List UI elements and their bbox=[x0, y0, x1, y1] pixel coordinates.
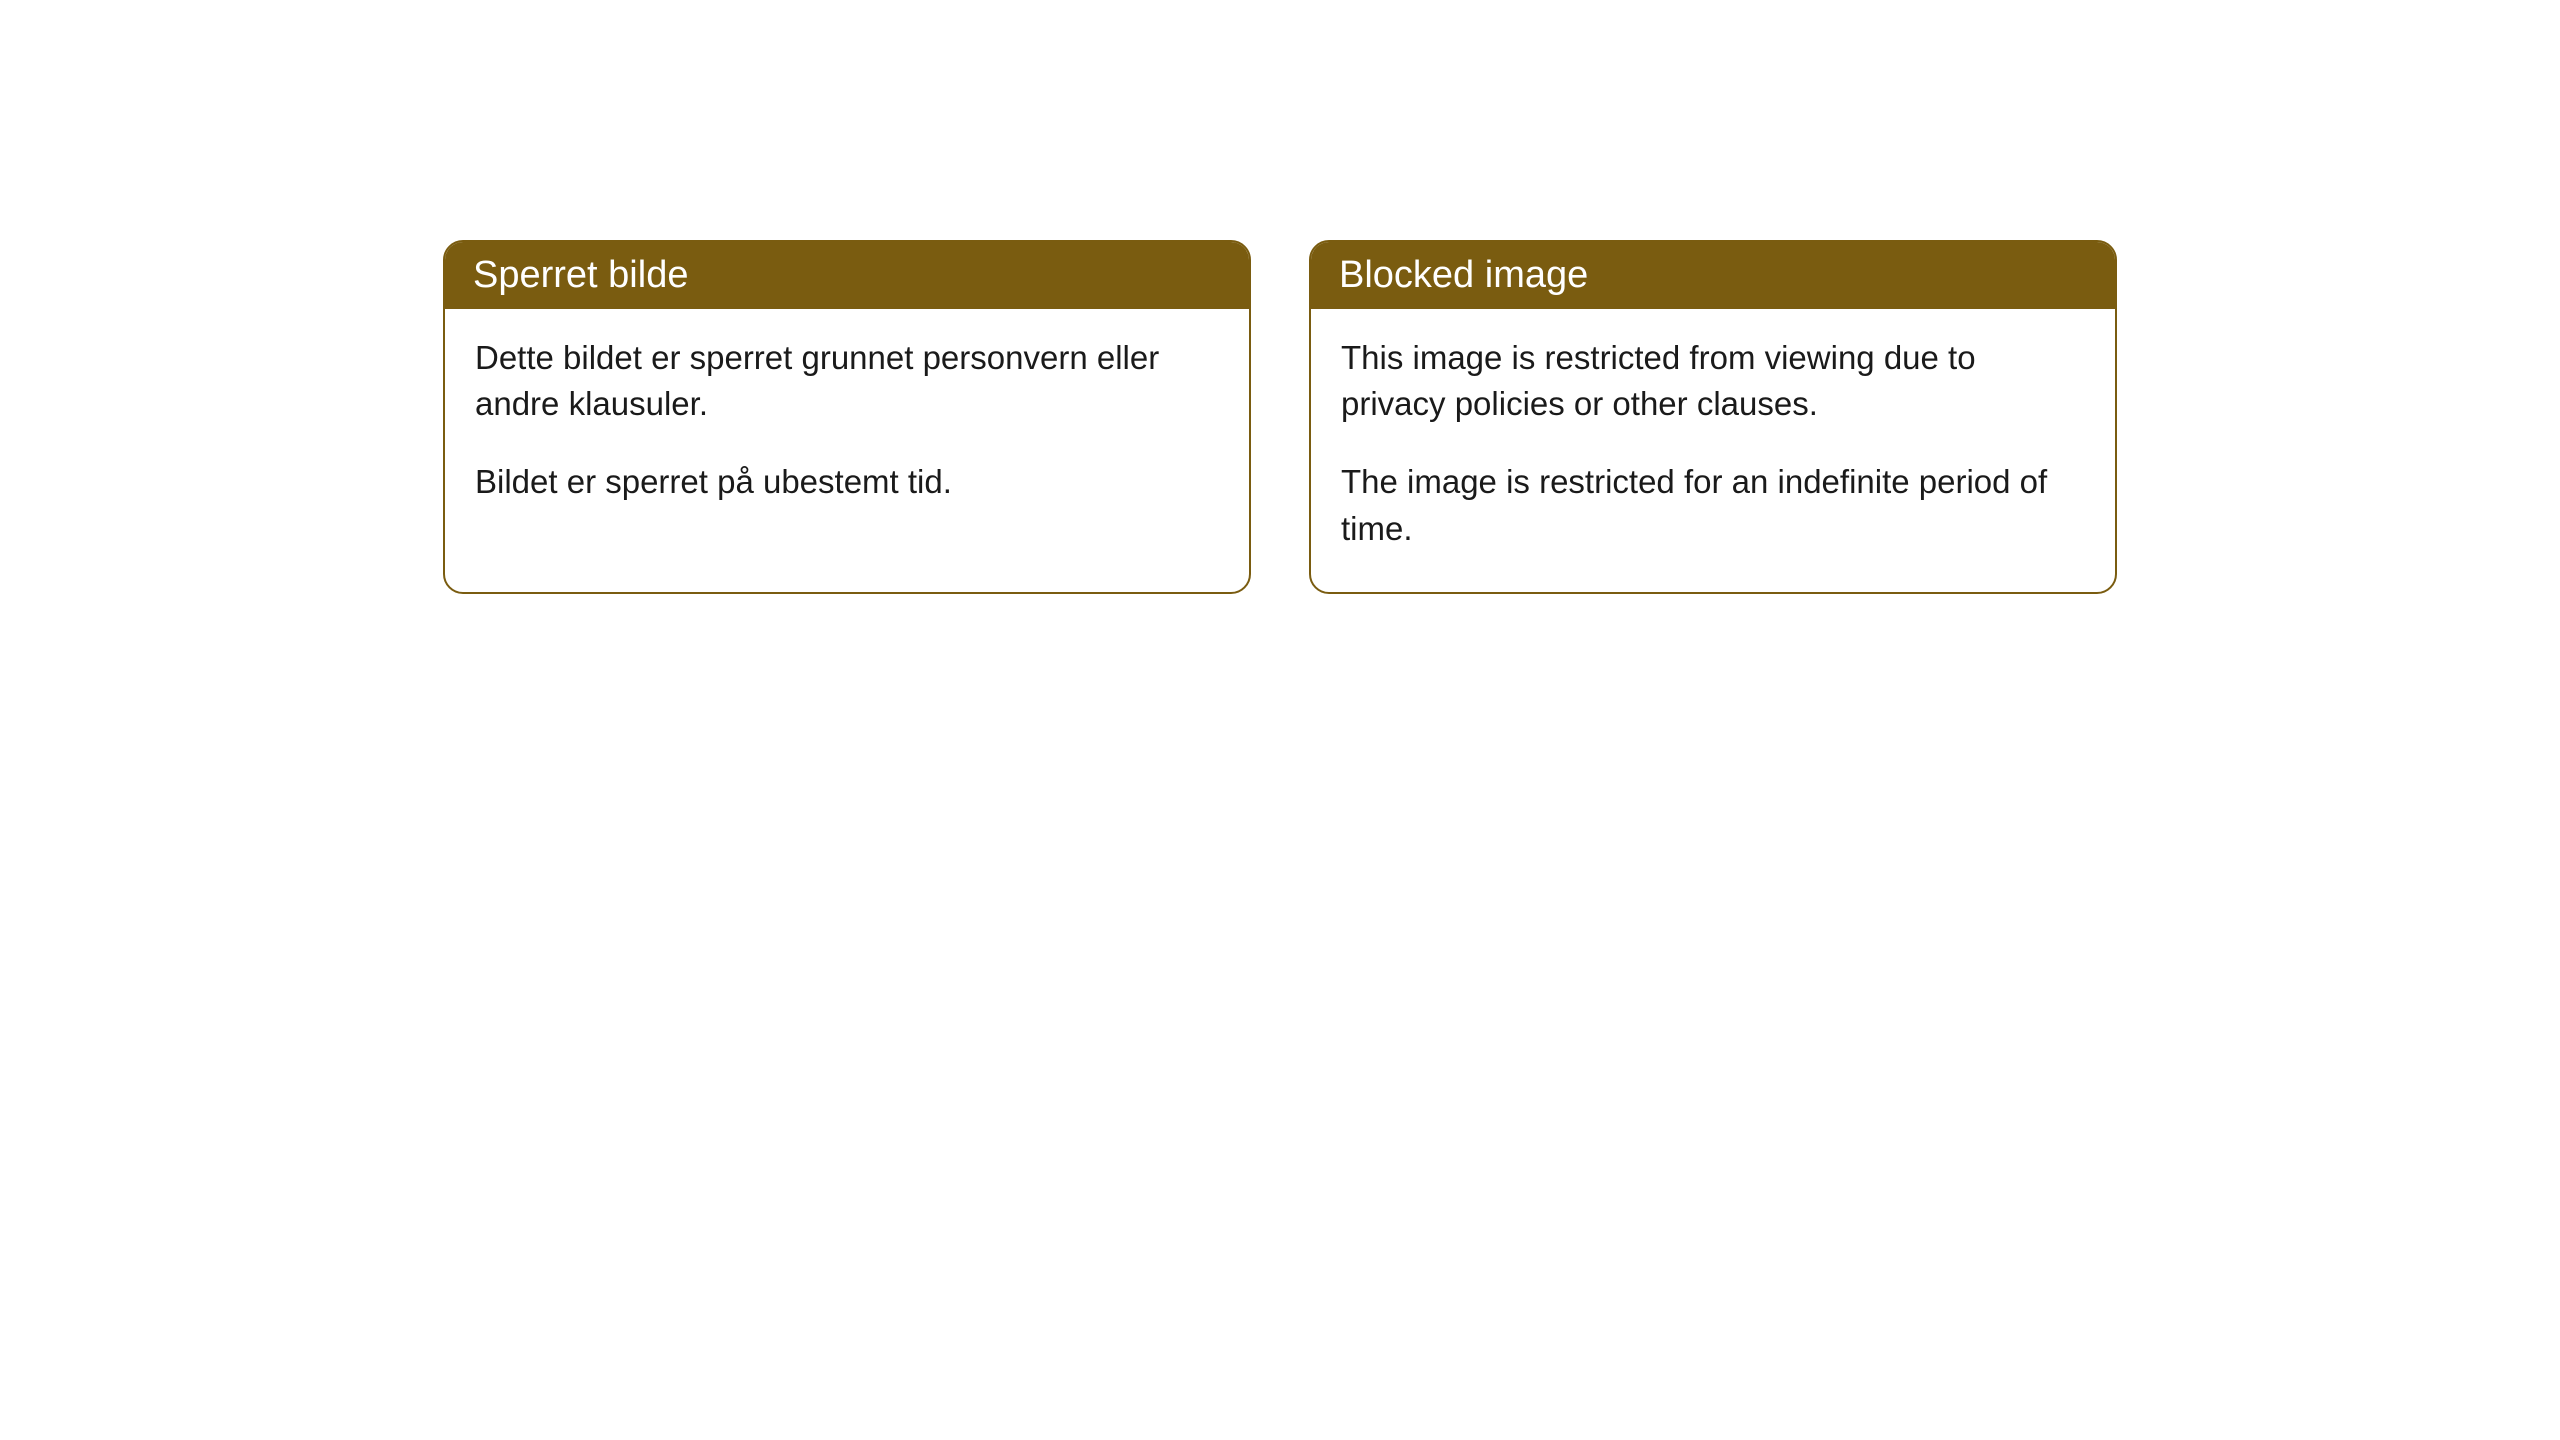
card-container: Sperret bilde Dette bildet er sperret gr… bbox=[443, 240, 2117, 594]
card-title: Blocked image bbox=[1339, 254, 1588, 296]
card-paragraph: Dette bildet er sperret grunnet personve… bbox=[475, 335, 1219, 427]
card-body: This image is restricted from viewing du… bbox=[1311, 309, 2115, 592]
card-title: Sperret bilde bbox=[473, 254, 688, 296]
card-body: Dette bildet er sperret grunnet personve… bbox=[445, 309, 1249, 546]
card-paragraph: This image is restricted from viewing du… bbox=[1341, 335, 2085, 427]
blocked-image-card-english: Blocked image This image is restricted f… bbox=[1309, 240, 2117, 594]
card-paragraph: The image is restricted for an indefinit… bbox=[1341, 459, 2085, 551]
blocked-image-card-norwegian: Sperret bilde Dette bildet er sperret gr… bbox=[443, 240, 1251, 594]
card-paragraph: Bildet er sperret på ubestemt tid. bbox=[475, 459, 1219, 505]
card-header: Sperret bilde bbox=[445, 242, 1249, 309]
card-header: Blocked image bbox=[1311, 242, 2115, 309]
